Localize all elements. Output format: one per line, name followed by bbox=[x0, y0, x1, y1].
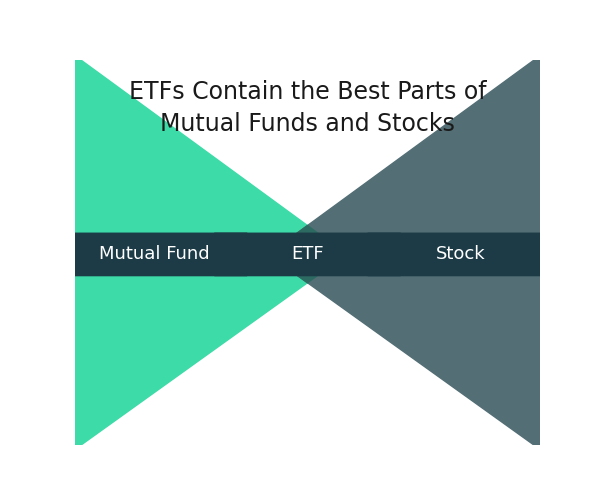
Text: ETFs Contain the Best Parts of
Mutual Funds and Stocks: ETFs Contain the Best Parts of Mutual Fu… bbox=[128, 80, 487, 136]
Text: ETF: ETF bbox=[291, 246, 324, 264]
Polygon shape bbox=[61, 233, 247, 276]
Polygon shape bbox=[215, 233, 401, 276]
Polygon shape bbox=[368, 233, 554, 276]
Text: Stock: Stock bbox=[436, 246, 486, 264]
Polygon shape bbox=[268, 52, 545, 452]
Text: Mutual Fund: Mutual Fund bbox=[99, 246, 209, 264]
Polygon shape bbox=[268, 226, 347, 283]
Polygon shape bbox=[70, 52, 347, 452]
